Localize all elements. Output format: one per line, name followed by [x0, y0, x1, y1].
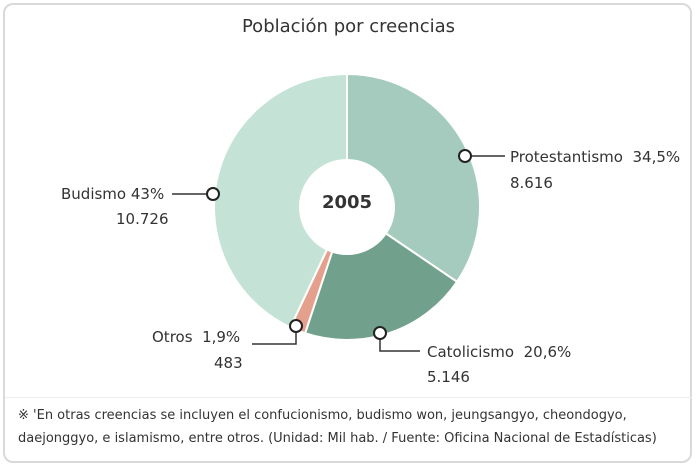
center-year-label: 2005 — [321, 192, 373, 213]
otros-marker — [289, 319, 303, 333]
otros-label: Otros 1,9% — [152, 326, 240, 348]
protestantismo-value: 8.616 — [510, 174, 553, 192]
catolicismo-value: 5.146 — [427, 368, 470, 386]
budismo-label: Budismo 43% — [61, 183, 164, 205]
donut-hole — [299, 159, 395, 255]
catolicismo-name: Catolicismo — [427, 343, 515, 361]
otros-value: 483 — [214, 354, 243, 372]
otros-name: Otros — [152, 328, 193, 346]
otros-leader-line — [252, 326, 297, 345]
catolicismo-percent: 20,6% — [523, 343, 572, 361]
slice-protestantismo — [346, 72, 481, 284]
budismo-marker — [206, 187, 220, 201]
catolicismo-marker — [373, 326, 387, 340]
note-divider — [5, 397, 692, 398]
catolicismo-label: Catolicismo 20,6% — [427, 341, 571, 363]
slice-budismo — [213, 72, 348, 329]
chart-title: Población por creencias — [241, 16, 456, 37]
protestantismo-marker — [458, 149, 472, 163]
protestantismo-percent: 34,5% — [632, 148, 681, 166]
protestantismo-name: Protestantismo — [510, 148, 623, 166]
otros-percent: 1,9% — [202, 328, 241, 346]
budismo-value: 10.726 — [116, 210, 169, 228]
protestantismo-label: Protestantismo 34,5% — [510, 146, 680, 168]
footnote: ※ 'En otras creencias se incluyen el con… — [18, 408, 657, 446]
budismo-name: Budismo — [61, 185, 127, 203]
budismo-percent: 43% — [130, 185, 165, 203]
